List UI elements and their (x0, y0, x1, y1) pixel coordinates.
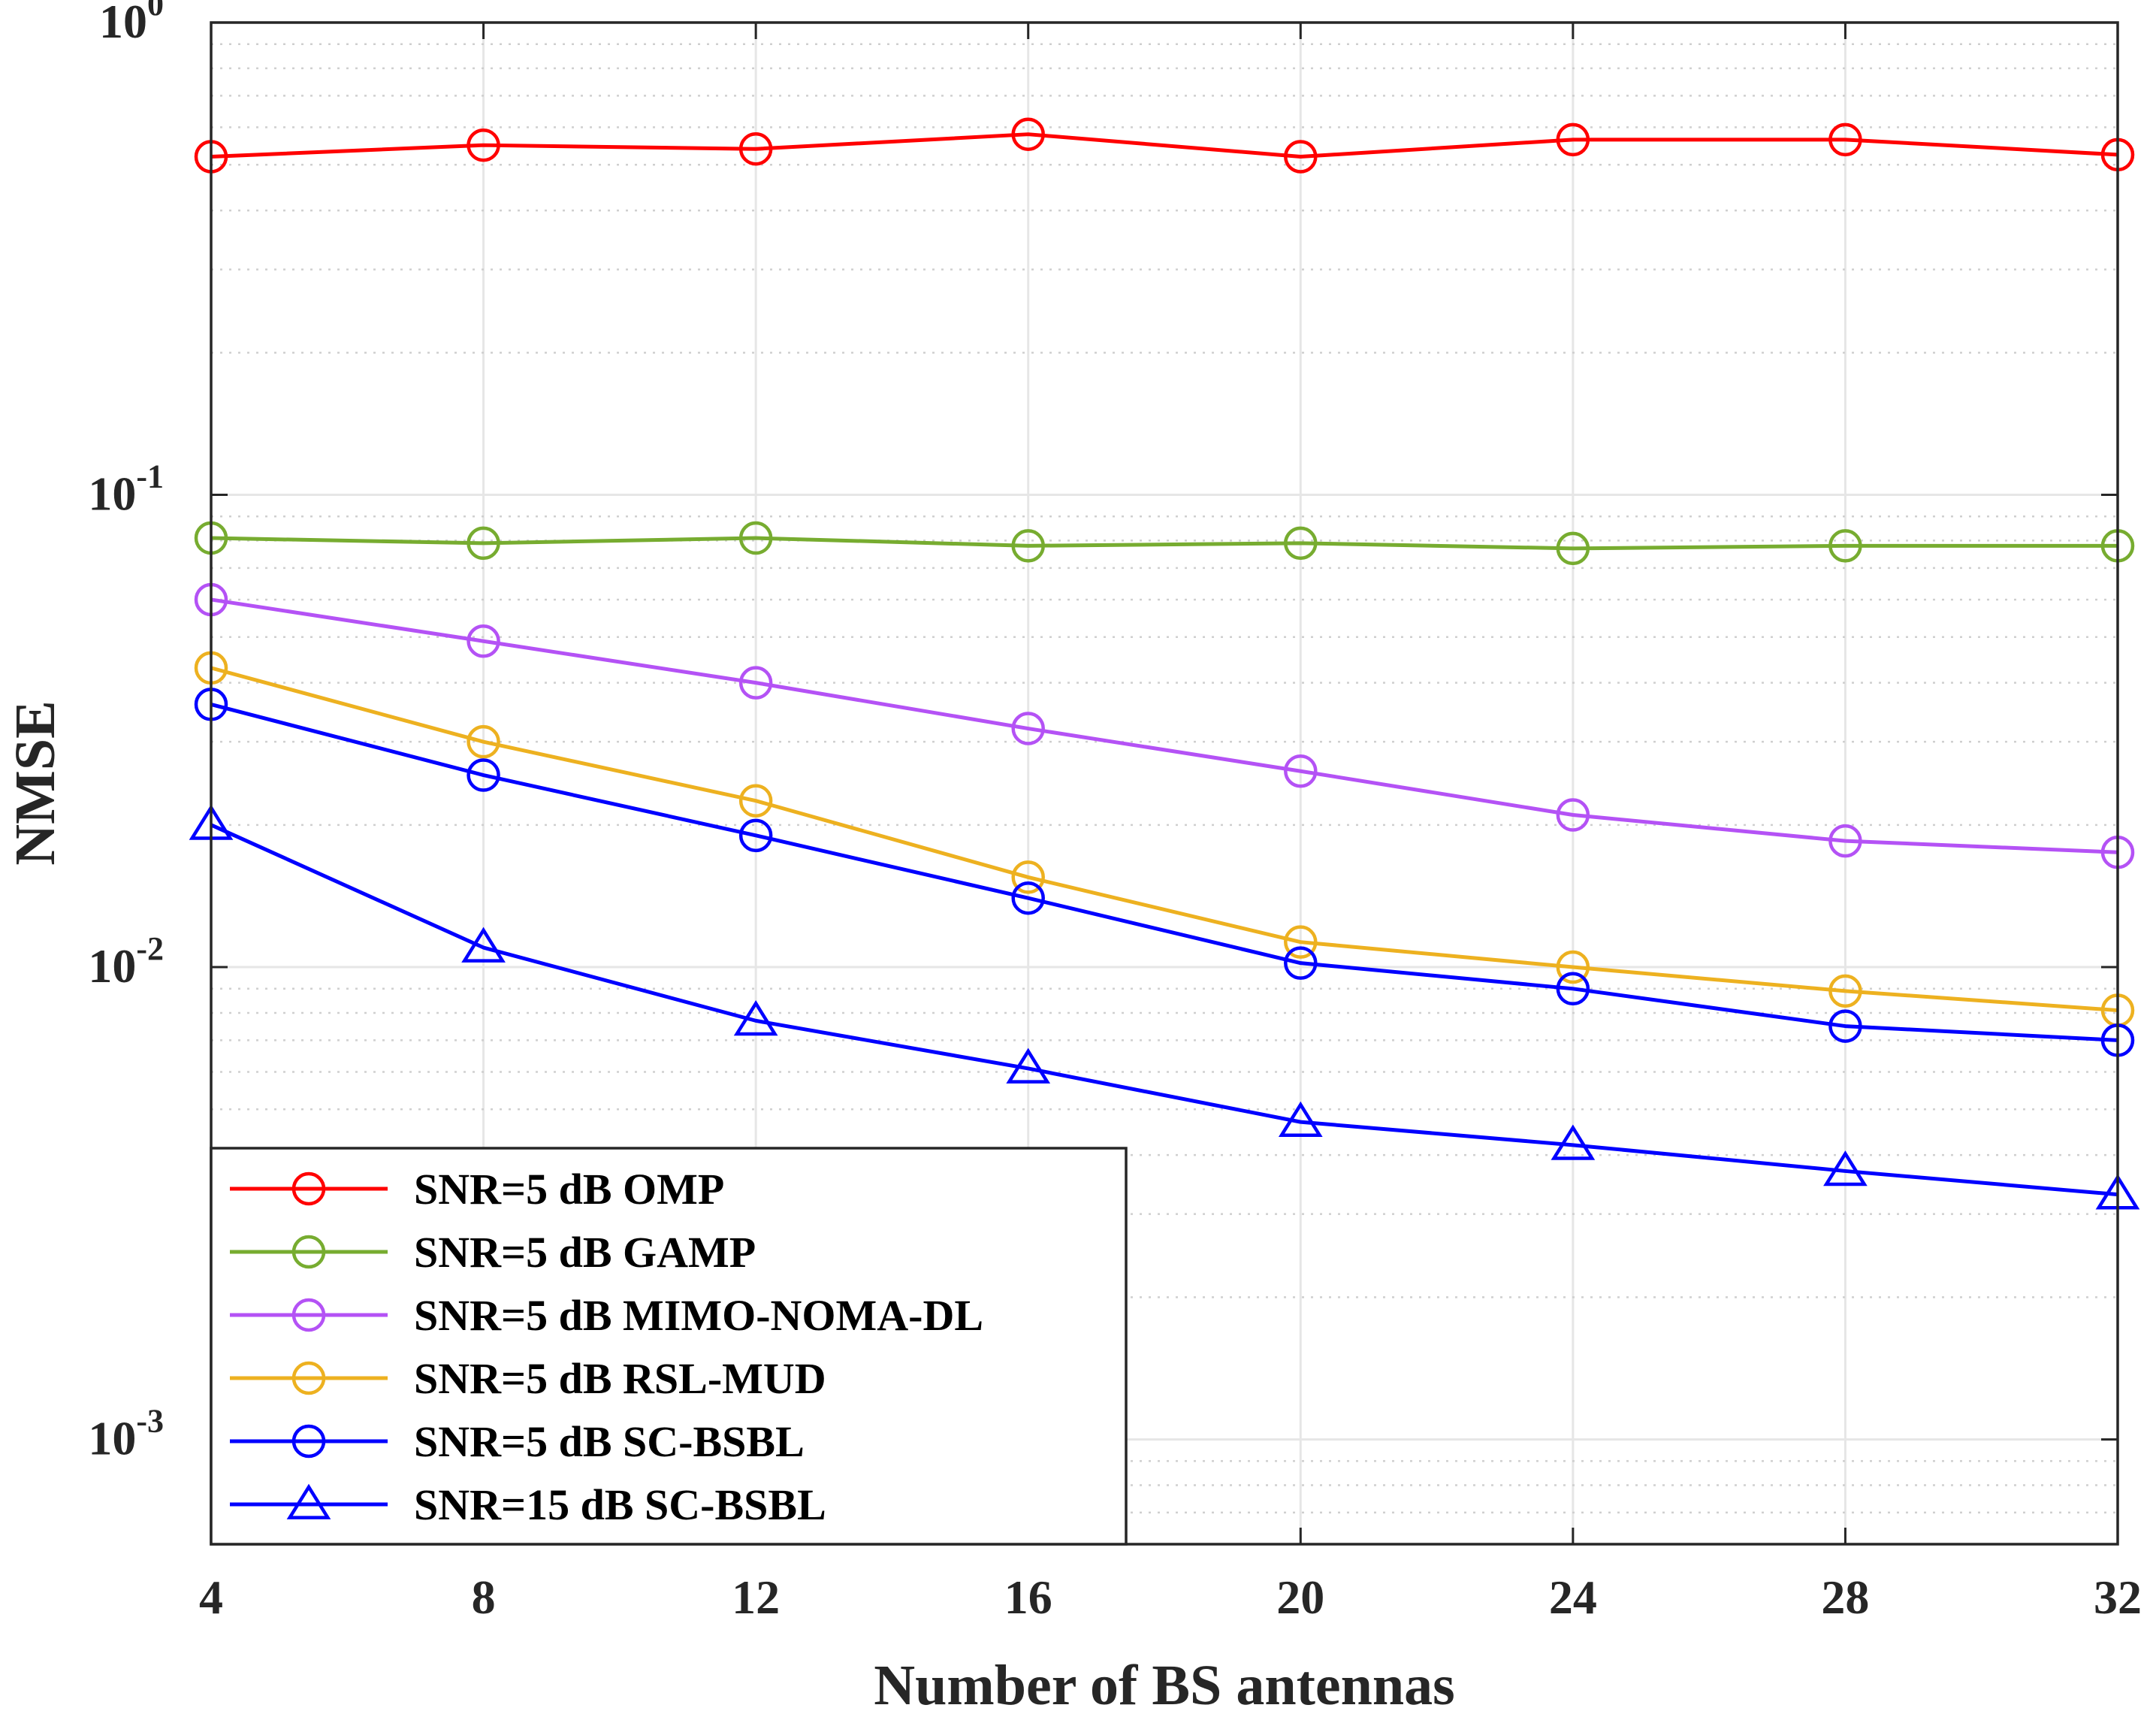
data-point-circle (1828, 1009, 1862, 1043)
series-line (210, 702, 2118, 1042)
data-point-circle (1011, 881, 1045, 915)
tick-labels: 4 8 12 16 20 24 28 32 100 10-1 10-2 10-3 (88, 0, 2142, 1624)
data-point-circle (1011, 529, 1045, 563)
x-tick-label: 20 (1276, 1570, 1324, 1624)
data-point-circle (1284, 754, 1318, 788)
x-tick-label: 24 (1549, 1570, 1597, 1624)
data-point-triangle (286, 1483, 331, 1519)
data-point-triangle (1551, 1124, 1596, 1160)
legend-label: SNR=5 dB OMP (414, 1165, 724, 1214)
data-point-triangle (1006, 1047, 1051, 1084)
legend: SNR=5 dB OMP SNR=5 dB GAMP SNR=5 dB MIMO-N… (210, 1147, 1128, 1546)
series-line (210, 132, 2118, 159)
x-axis-title: Number of BS antennas (874, 1654, 1455, 1711)
legend-label: SNR=5 dB MIMO-NOMA-DL (414, 1291, 983, 1340)
y-tick-label: 10-1 (88, 458, 164, 521)
data-point-circle (738, 666, 773, 700)
y-tick-label: 10-3 (88, 1403, 164, 1465)
x-tick-label: 4 (199, 1570, 223, 1624)
data-point-circle (467, 128, 500, 162)
data-point-circle (1556, 122, 1590, 157)
data-point-circle (467, 758, 500, 792)
legend-item: SNR=5 dB GAMP (230, 1228, 756, 1277)
data-point-circle (467, 624, 500, 658)
data-point-circle (1556, 972, 1590, 1006)
data-point-circle (1284, 526, 1318, 561)
series-snr-5-db-gamp (194, 521, 2135, 566)
series-line (210, 666, 2118, 1013)
data-point-circle (1828, 824, 1862, 858)
data-point-circle (291, 1361, 326, 1395)
data-point-circle (738, 818, 773, 853)
data-point-circle (1284, 925, 1318, 959)
data-point-circle (1011, 117, 1045, 151)
data-point-circle (1556, 531, 1590, 566)
legend-item: SNR=5 dB MIMO-NOMA-DL (230, 1291, 983, 1340)
data-point-triangle (1823, 1150, 1868, 1187)
x-tick-label: 16 (1004, 1570, 1052, 1624)
data-point-circle (1011, 860, 1045, 894)
data-point-circle (291, 1424, 326, 1459)
data-point-triangle (733, 1000, 778, 1036)
data-point-circle (1284, 140, 1318, 174)
data-point-circle (1556, 950, 1590, 984)
data-point-circle (291, 1171, 326, 1206)
x-tick-label: 32 (2094, 1570, 2142, 1624)
data-point-circle (467, 724, 500, 759)
series-snr-5-db-omp (194, 117, 2135, 174)
y-tick-label: 100 (99, 0, 164, 48)
x-tick-label: 28 (1821, 1570, 1869, 1624)
legend-item: SNR=5 dB RSL-MUD (230, 1354, 826, 1403)
data-point-circle (1828, 529, 1862, 563)
y-tick-label: 10-2 (88, 930, 164, 993)
series-group (189, 117, 2140, 1210)
data-point-triangle (461, 927, 506, 963)
data-point-circle (1284, 946, 1318, 980)
legend-label: SNR=5 dB RSL-MUD (414, 1354, 826, 1403)
legend-label: SNR=5 dB SC-BSBL (414, 1417, 805, 1466)
data-point-circle (291, 1235, 326, 1269)
x-tick-label: 8 (472, 1570, 496, 1624)
data-point-circle (291, 1298, 326, 1332)
series-snr-15-db-sc-bsbl (189, 804, 2140, 1210)
data-point-circle (467, 526, 500, 561)
data-point-circle (738, 784, 773, 818)
series-line (210, 823, 2118, 1197)
data-point-circle (1828, 974, 1862, 1008)
data-point-circle (1011, 712, 1045, 745)
data-point-circle (738, 131, 773, 166)
data-point-triangle (1278, 1101, 1323, 1137)
data-point-circle (1556, 798, 1590, 832)
series-line (210, 536, 2118, 551)
legend-box (210, 1147, 1128, 1546)
legend-item: SNR=15 dB SC-BSBL (230, 1480, 826, 1529)
legend-label: SNR=15 dB SC-BSBL (414, 1480, 826, 1529)
data-point-circle (1828, 122, 1862, 157)
x-tick-label: 12 (732, 1570, 780, 1624)
y-axis-title: NMSE (4, 700, 67, 866)
legend-item: SNR=5 dB SC-BSBL (230, 1417, 805, 1466)
plot-frame (210, 21, 2119, 1546)
data-point-circle (738, 521, 773, 555)
legend-label: SNR=5 dB GAMP (414, 1228, 756, 1277)
series-line (210, 597, 2118, 854)
legend-item: SNR=5 dB OMP (230, 1165, 724, 1214)
